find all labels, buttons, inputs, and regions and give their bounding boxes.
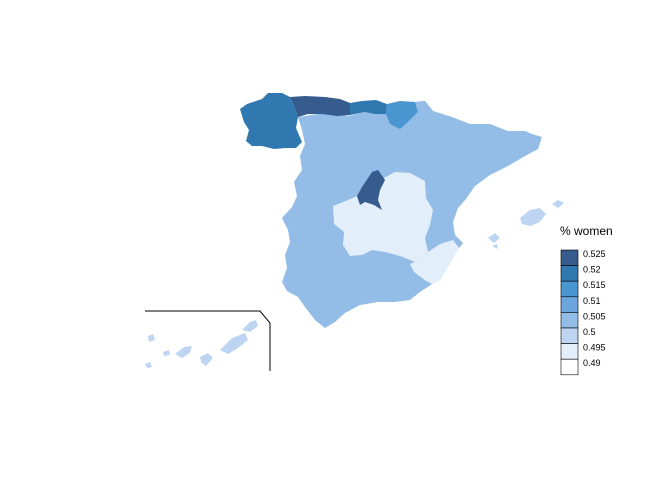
region-canarias-gran-canaria <box>200 353 213 366</box>
legend-swatch <box>560 280 579 298</box>
legend-label: 0.49 <box>583 358 601 368</box>
region-galicia <box>240 93 302 149</box>
legend-label: 0.51 <box>583 296 601 306</box>
legend-label: 0.52 <box>583 265 601 275</box>
region-pais-vasco <box>386 101 418 129</box>
legend-swatch <box>560 296 579 313</box>
legend-swatch <box>560 249 579 266</box>
region-baleares-formentera <box>492 244 498 249</box>
region-madrid <box>357 170 385 210</box>
legend-swatch <box>560 327 579 344</box>
legend-swatch <box>560 358 579 376</box>
legend-label: 0.5 <box>583 327 596 337</box>
legend: % women 0.525 0.52 0.515 0.51 0.505 0.5 0.495 0… <box>560 224 613 376</box>
legend-label: 0.495 <box>583 343 606 353</box>
region-canarias-lanzarote <box>242 320 258 332</box>
region-cantabria <box>350 100 387 115</box>
region-navarra <box>408 101 433 130</box>
region-canarias-tenerife <box>175 346 192 358</box>
legend-swatch <box>560 343 579 360</box>
legend-swatch <box>560 265 579 282</box>
region-baleares-mallorca <box>520 208 546 226</box>
legend-swatch <box>560 312 579 329</box>
region-asturias <box>290 96 350 117</box>
legend-label: 0.515 <box>583 280 606 290</box>
canarias-inset-frame <box>145 310 271 371</box>
region-baleares-ibiza <box>488 233 500 243</box>
region-castilla-la-mancha <box>333 172 433 262</box>
region-canarias-el-hierro <box>145 362 152 368</box>
legend-label: 0.525 <box>583 249 606 259</box>
region-canarias-fuerteventura <box>220 333 248 354</box>
region-canarias-la-palma <box>163 350 170 356</box>
region-baleares-menorca <box>552 200 564 208</box>
legend-label: 0.505 <box>583 311 606 321</box>
region-canarias-la-gomera <box>148 334 155 342</box>
region-murcia <box>410 240 459 284</box>
legend-title: % women <box>560 224 613 238</box>
